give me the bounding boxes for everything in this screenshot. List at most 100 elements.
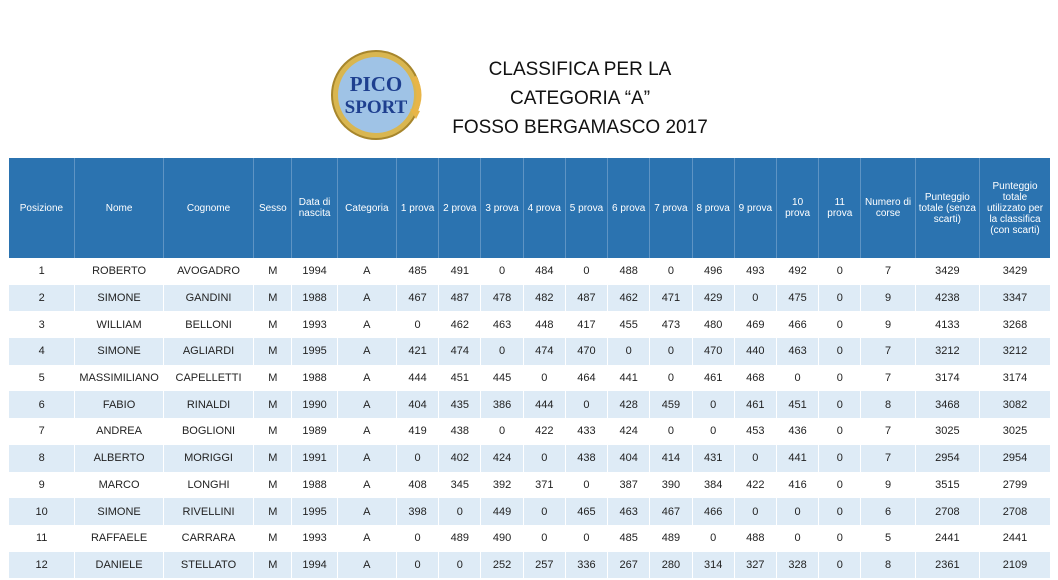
logo-text-pico: PICO (350, 72, 403, 96)
table-cell: 3429 (914, 258, 980, 285)
table-cell: 475 (775, 284, 819, 312)
table-cell: 0 (607, 338, 650, 365)
table-cell: 484 (522, 258, 566, 285)
column-header: 10 prova (775, 158, 819, 258)
table-cell: 1993 (291, 524, 338, 552)
table-cell: 470 (564, 338, 608, 365)
table-cell: 8 (860, 391, 916, 419)
table-cell: 7 (860, 418, 916, 445)
table-cell: 461 (733, 391, 777, 419)
table-row: 5 MASSIMILIANO CAPELLETTI M 1988 A 444 451 445 0 4… (7, 364, 1050, 392)
table-cell: 1990 (291, 391, 338, 419)
table-cell: 478 (480, 284, 524, 312)
table-cell: 387 (607, 471, 650, 499)
table-cell: A (336, 498, 397, 525)
table-cell: 480 (691, 311, 735, 339)
table-cell: 2954 (914, 444, 980, 472)
table-cell: ALBERTO (74, 444, 164, 472)
table-cell: 0 (649, 338, 693, 365)
table-cell: M (253, 418, 292, 445)
table-cell: GANDINI (162, 284, 254, 312)
table-cell: 0 (818, 471, 861, 499)
table-cell: 1995 (291, 498, 338, 525)
column-header: 5 prova (564, 158, 608, 258)
table-cell: 467 (395, 284, 439, 312)
table-cell: 470 (691, 338, 735, 365)
column-header: 1 prova (395, 158, 439, 258)
table-cell: 0 (818, 524, 861, 552)
table-row: 6 FABIO RINALDI M 1990 A 404 435 386 444 0 428 459 0 4… (7, 391, 1050, 419)
table-cell: 2 (7, 284, 75, 312)
table-cell: 424 (607, 418, 650, 445)
table-cell: 252 (480, 551, 524, 579)
table-cell: 0 (564, 524, 608, 552)
table-cell: 0 (564, 391, 608, 419)
table-cell: M (253, 498, 292, 525)
table-body: 1 ROBERTO AVOGADRO M 1994 A 485 491 0 484 0 488 0 496… (7, 258, 1050, 579)
page-title: CLASSIFICA PER LA CATEGORIA “A” FOSSO BE… (420, 55, 740, 142)
table-cell: 1993 (291, 311, 338, 339)
table-cell: 424 (480, 444, 524, 472)
table-cell: 257 (522, 551, 566, 579)
table-cell: 3429 (979, 258, 1050, 285)
column-header: 8 prova (691, 158, 735, 258)
table-row: 7 ANDREA BOGLIONI M 1989 A 419 438 0 422 433 424 0 0 4… (7, 418, 1050, 445)
table-cell: 5 (7, 364, 75, 392)
title-line-1: CLASSIFICA PER LA (488, 59, 672, 80)
table-cell: 436 (775, 418, 819, 445)
table-cell: M (253, 471, 292, 499)
table-cell: 0 (818, 284, 861, 312)
table-cell: A (336, 284, 397, 312)
column-header: Punteggio totale utilizzato per la class… (979, 158, 1050, 258)
table-cell: 489 (438, 524, 481, 552)
column-header: 2 prova (438, 158, 481, 258)
table-row: 2 SIMONE GANDINI M 1988 A 467 487 478 482 487 462 47… (7, 284, 1050, 312)
table-cell: STELLATO (162, 551, 254, 579)
column-header: 7 prova (649, 158, 693, 258)
table-cell: 3 (7, 311, 75, 339)
table-cell: 10 (7, 498, 75, 525)
table-cell: A (336, 444, 397, 472)
pico-sport-logo: PICO SPORT (330, 47, 426, 143)
table-row: 4 SIMONE AGLIARDI M 1995 A 421 474 0 474 470 0 0 470 4… (7, 338, 1050, 365)
table-cell: 416 (775, 471, 819, 499)
table-cell: 417 (564, 311, 608, 339)
table-cell: 12 (7, 551, 75, 579)
table-cell: RIVELLINI (162, 498, 254, 525)
table-cell: M (253, 338, 292, 365)
table-cell: A (336, 311, 397, 339)
table-cell: 0 (649, 364, 693, 392)
table-cell: 1988 (291, 284, 338, 312)
table-cell: 402 (438, 444, 481, 472)
table-row: 8 ALBERTO MORIGGI M 1991 A 0 402 424 0 438 404 414 43… (7, 444, 1050, 472)
table-cell: 0 (395, 551, 439, 579)
table-cell: 1988 (291, 471, 338, 499)
table-cell: 0 (691, 391, 735, 419)
table-cell: 2109 (979, 551, 1050, 579)
table-cell: M (253, 551, 292, 579)
table-cell: 0 (818, 498, 861, 525)
table-cell: 2441 (914, 524, 980, 552)
table-cell: 1994 (291, 258, 338, 285)
table-row: 12 DANIELE STELLATO M 1994 A 0 0 252 257 336 267 280… (7, 551, 1050, 579)
table-cell: 0 (438, 498, 481, 525)
column-header: 11 prova (818, 158, 861, 258)
table-cell: 4133 (914, 311, 980, 339)
table-cell: 414 (649, 444, 693, 472)
table-cell: LONGHI (162, 471, 254, 499)
table-cell: BELLONI (162, 311, 254, 339)
table-cell: A (336, 471, 397, 499)
table-cell: 0 (649, 258, 693, 285)
table-cell: 453 (733, 418, 777, 445)
table-cell: 445 (480, 364, 524, 392)
table-cell: M (253, 311, 292, 339)
table-cell: MASSIMILIANO (74, 364, 164, 392)
table-cell: 384 (691, 471, 735, 499)
table-cell: SIMONE (74, 338, 164, 365)
table-cell: 0 (818, 551, 861, 579)
table-cell: 3212 (914, 338, 980, 365)
title-line-2: CATEGORIA “A” (509, 88, 651, 109)
table-cell: 0 (395, 444, 439, 472)
table-cell: 474 (438, 338, 481, 365)
table-cell: 1991 (291, 444, 338, 472)
